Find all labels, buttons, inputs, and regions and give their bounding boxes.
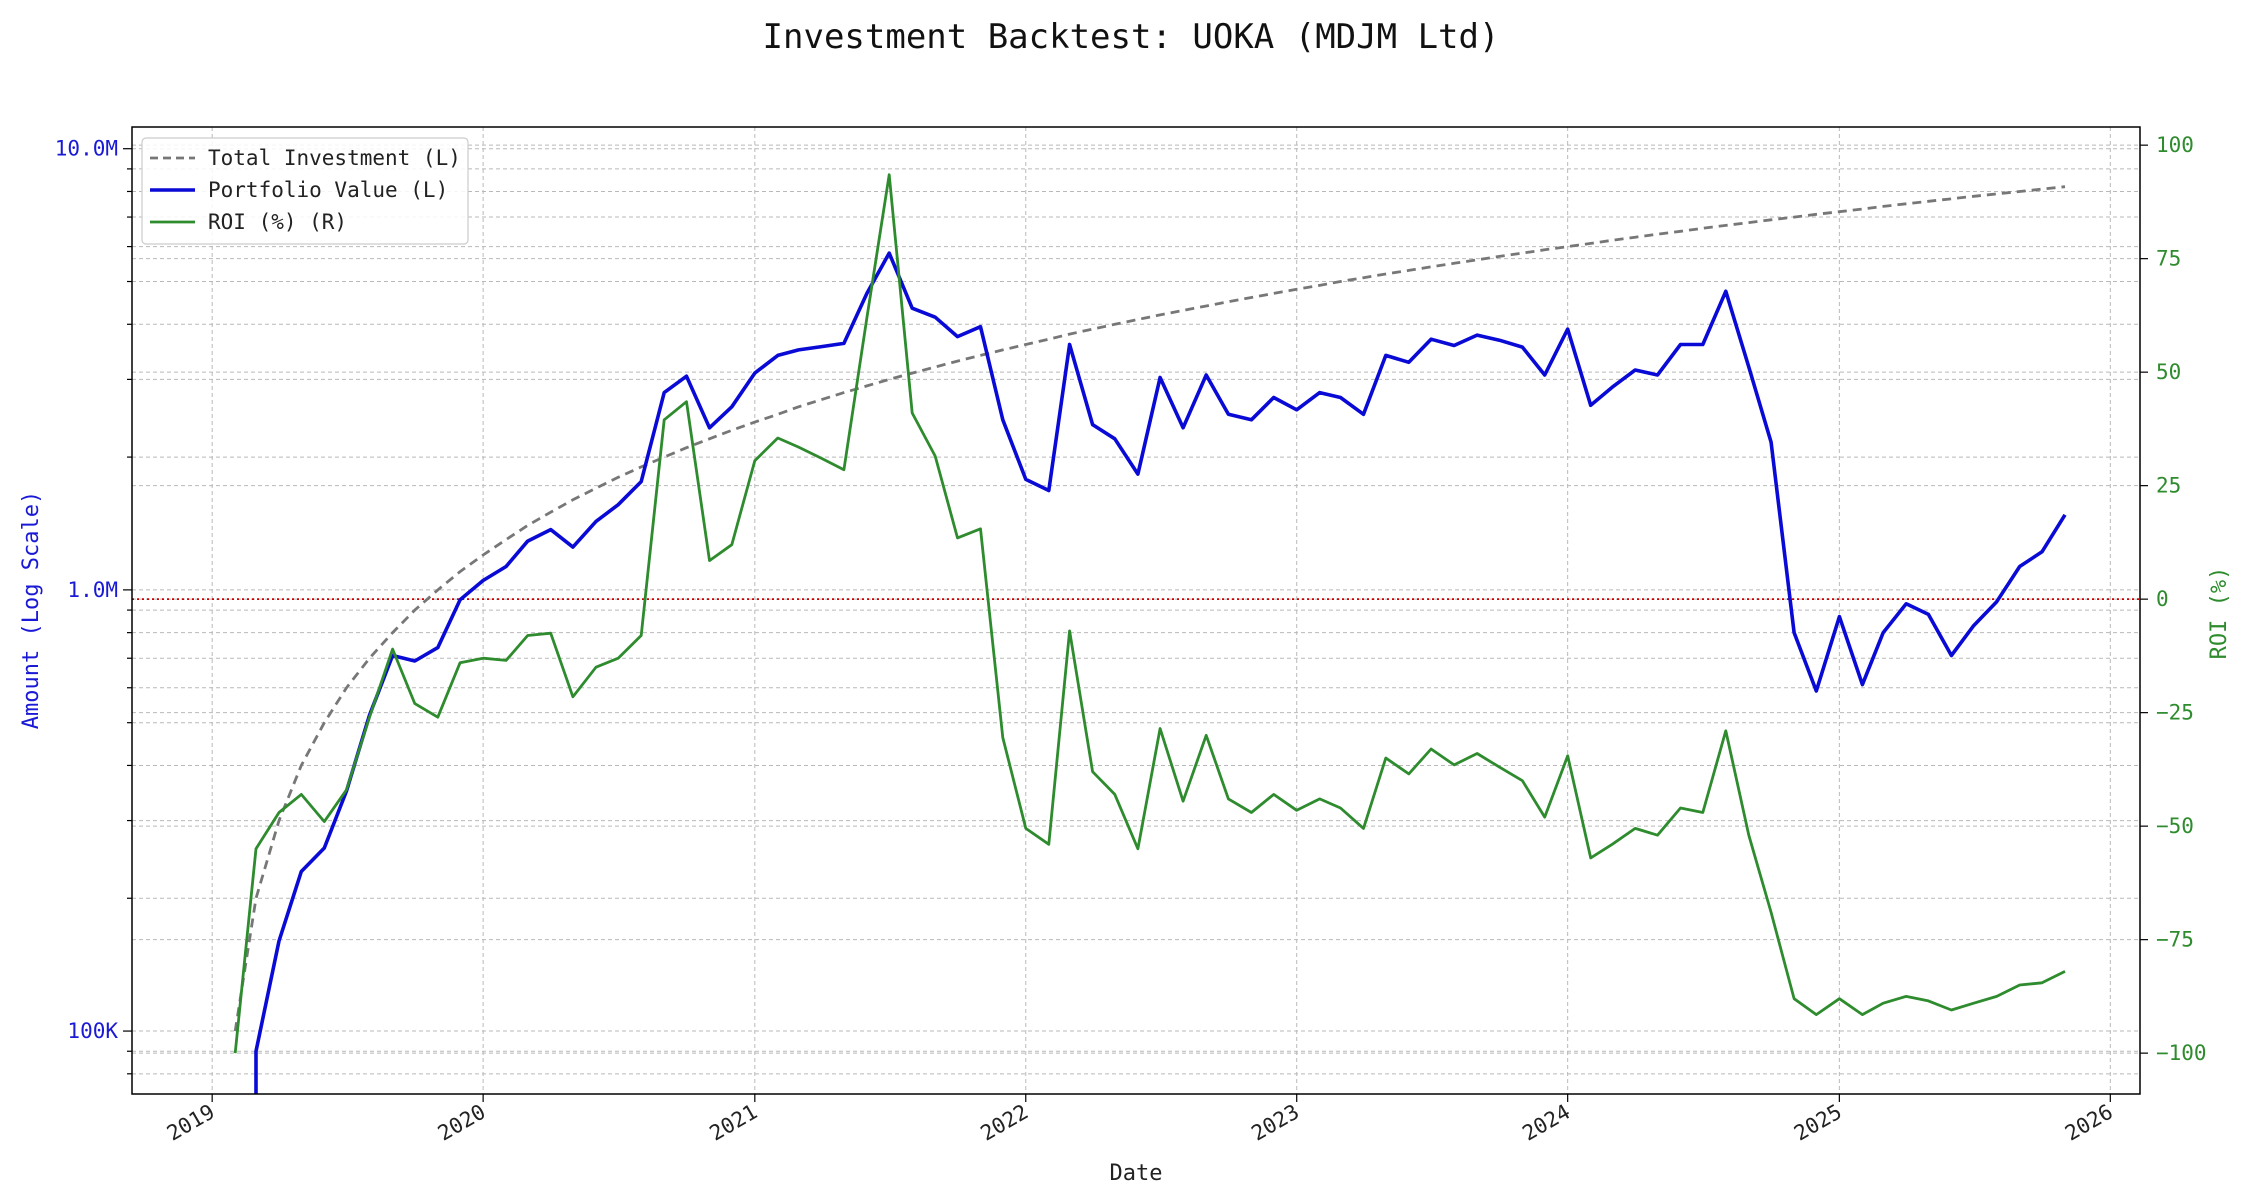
right-tick-label: −75 (2156, 928, 2194, 952)
legend-label: ROI (%) (R) (208, 210, 347, 234)
x-tick-label: 2023 (1247, 1100, 1303, 1146)
right-tick-label: 75 (2156, 247, 2181, 271)
right-tick-label: −100 (2156, 1041, 2207, 1065)
left-axis-ticks: 100K 1.0M 10.0M (55, 137, 132, 1075)
x-tick-label: 2020 (434, 1100, 490, 1146)
right-axis-ticks: −100 −75 −50 −25 0 25 50 75 100 (2140, 133, 2207, 1065)
total-investment-line (233, 185, 2066, 1032)
right-tick-label: 50 (2156, 360, 2181, 384)
right-tick-label: 100 (2156, 133, 2194, 157)
portfolio-value-line (254, 251, 2067, 1094)
x-axis-label: Date (1110, 1161, 1163, 1186)
legend: Total Investment (L) Portfolio Value (L) R… (141, 137, 469, 245)
x-axis-ticks: 2019 2020 2021 2022 2023 2024 2025 2026 (163, 1094, 2117, 1146)
right-tick-label: −25 (2156, 701, 2194, 725)
left-axis-label: Amount (Log Scale) (19, 491, 44, 729)
x-tick-label: 2022 (976, 1100, 1032, 1146)
x-tick-label: 2024 (1518, 1100, 1574, 1146)
x-tick-label: 2019 (163, 1100, 219, 1146)
left-tick-label: 1.0M (67, 578, 118, 602)
x-tick-label: 2026 (2061, 1100, 2117, 1146)
legend-label: Portfolio Value (L) (208, 178, 448, 202)
roi-line (233, 173, 2066, 1054)
series-group (233, 173, 2067, 1094)
x-tick-label: 2025 (1790, 1100, 1846, 1146)
right-tick-label: −50 (2156, 814, 2194, 838)
left-tick-label: 10.0M (55, 137, 118, 161)
x-tick-label: 2021 (706, 1100, 762, 1146)
left-tick-label: 100K (67, 1019, 118, 1043)
chart-title: Investment Backtest: UOKA (MDJM Ltd) (763, 17, 1500, 57)
right-tick-label: 25 (2156, 474, 2181, 498)
right-tick-label: 0 (2156, 587, 2169, 611)
right-axis-label: ROI (%) (2207, 567, 2232, 660)
legend-box (141, 137, 469, 245)
grid (132, 127, 2140, 1094)
legend-label: Total Investment (L) (208, 146, 461, 170)
